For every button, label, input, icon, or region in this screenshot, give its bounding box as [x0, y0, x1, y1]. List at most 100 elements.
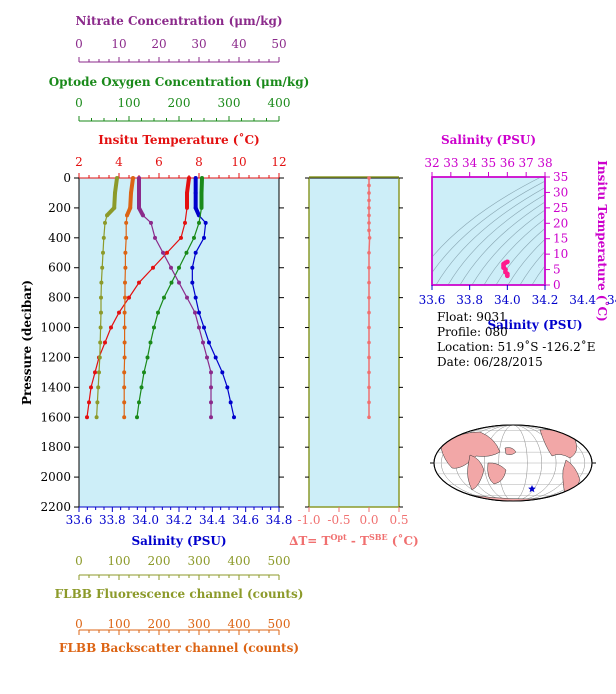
oxygen-data-point [148, 340, 153, 345]
nitrate-axis-title: Nitrate Concentration (μm/kg) [75, 14, 282, 28]
ts-top-tick-label: 36 [500, 156, 515, 170]
info-date: Date: 06/28/2015 [437, 355, 543, 369]
salinity-data-point [193, 295, 198, 300]
fluorescence-data-point [98, 325, 103, 330]
ts-bottom-axis-title: Salinity (PSU) [487, 318, 582, 332]
fluorescence-tick-label: 100 [108, 554, 131, 568]
fluorescence-data-point [97, 355, 102, 360]
fluorescence-data-point [98, 340, 103, 345]
dt-tick-label: 0.5 [389, 513, 408, 527]
oxygen-tick-label: 100 [118, 96, 141, 110]
backscatter-data-point [122, 400, 127, 405]
oxygen-mixed-layer [199, 177, 204, 208]
fluorescence-tick-label: 300 [188, 554, 211, 568]
oxygen-data-point [156, 310, 160, 315]
salinity-axis-title: Salinity (PSU) [131, 534, 226, 548]
pressure-tick-label: 1600 [40, 410, 71, 424]
fluorescence-data-point [101, 235, 106, 240]
dt-tick-label: -1.0 [297, 513, 320, 527]
salinity-data-point [203, 220, 208, 225]
temperature-data-point [179, 235, 183, 240]
temperature-data-point [117, 310, 121, 315]
oxygen-tick-label: 300 [218, 96, 241, 110]
salinity-data-point [193, 250, 198, 255]
nitrate-data-point [209, 370, 213, 375]
ts-top-tick-label: 32 [424, 156, 439, 170]
temperature-data-point [93, 370, 97, 375]
backscatter-tick-label: 500 [268, 617, 291, 631]
ts-temp-tick-label: 0 [553, 278, 561, 292]
temperature-tick-label: 12 [271, 155, 286, 169]
dt-data-point [367, 228, 371, 233]
nitrate-data-point [169, 265, 173, 270]
ts-top-tick-label: 38 [537, 156, 552, 170]
fluorescence-tick-label: 200 [148, 554, 171, 568]
backscatter-tick-label: 0 [75, 617, 83, 631]
temperature-data-point [109, 325, 113, 330]
fluorescence-data-point [101, 250, 105, 255]
temperature-axis-title: Insitu Temperature (˚C) [98, 132, 259, 147]
dt-axis-title-part: - T [347, 534, 369, 548]
dt-data-point [367, 191, 371, 195]
temperature-data-point [137, 280, 141, 285]
ts-density-contour [483, 218, 545, 285]
ts-top-tick-label: 34 [462, 156, 478, 170]
fluorescence-data-point [99, 295, 103, 300]
pressure-tick-label: 800 [48, 291, 71, 305]
oxygen-data-point [192, 235, 196, 240]
temperature-data-point [127, 295, 131, 300]
dt-data-point [367, 385, 371, 390]
salinity-tick-label: 34.0 [132, 513, 159, 527]
ts-bottom-tick-label: 34.4 [569, 293, 596, 307]
dt-data-point [367, 221, 371, 225]
ts-density-contour [432, 177, 542, 258]
ts-density-contour [432, 180, 545, 274]
nitrate-mixed-layer [137, 178, 145, 217]
info-profile: Profile: 080 [437, 325, 508, 339]
temperature-data-point [183, 220, 187, 225]
ts-temp-tick-label: 5 [553, 263, 561, 277]
nitrate-data-point [209, 385, 213, 390]
pressure-axis-title: Pressure (decibar) [20, 280, 34, 405]
dt-axis-title-part: Opt [330, 532, 347, 542]
temperature-data-point [151, 265, 155, 270]
nitrate-tick-label: 40 [231, 37, 246, 51]
land-mass [467, 454, 485, 491]
pressure-tick-label: 2200 [40, 500, 71, 514]
backscatter-data-point [123, 250, 128, 255]
salinity-data-point [220, 370, 225, 375]
backscatter-data-point [122, 415, 127, 420]
ts-top-tick-label: 35 [481, 156, 496, 170]
nitrate-data-point [161, 250, 165, 255]
pressure-tick-label: 0 [63, 171, 71, 185]
oxygen-data-point [184, 250, 189, 255]
oxygen-data-point [137, 400, 141, 405]
pressure-tick-label: 200 [48, 201, 71, 215]
oxygen-data-point [177, 265, 181, 270]
nitrate-tick-label: 30 [191, 37, 206, 51]
fluorescence-data-point [100, 265, 105, 270]
dt-data-point [367, 415, 371, 420]
salinity-data-point [207, 340, 211, 345]
ts-bottom-tick-label: 33.8 [456, 293, 483, 307]
ts-density-contour [471, 209, 545, 285]
ts-density-contour [531, 265, 545, 285]
dt-tick-label: -0.5 [327, 513, 350, 527]
info-location: Location: 51.9˚S -126.2˚E [437, 339, 595, 354]
dt-data-point [367, 213, 371, 218]
pressure-tick-label: 1000 [40, 321, 71, 335]
backscatter-tick-label: 300 [188, 617, 211, 631]
oxygen-data-point [135, 415, 139, 420]
pressure-tick-label: 1800 [40, 440, 71, 454]
fluorescence-tick-label: 500 [268, 554, 291, 568]
nitrate-tick-label: 50 [271, 37, 286, 51]
backscatter-tick-label: 200 [148, 617, 171, 631]
fluorescence-data-point [103, 220, 107, 225]
oxygen-data-point [145, 355, 150, 360]
dt-data-point [367, 355, 371, 360]
pressure-tick-label: 1200 [40, 350, 71, 364]
fluorescence-tick-label: 0 [75, 554, 83, 568]
salinity-mixed-layer [193, 178, 201, 217]
dt-axis-title-part: SBE [369, 532, 388, 542]
fluorescence-data-point [95, 400, 100, 405]
